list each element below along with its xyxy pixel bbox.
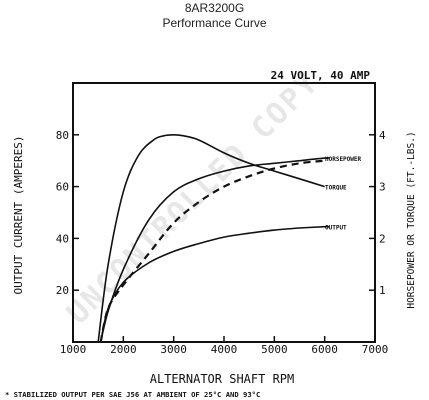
watermark: UNCONTROLLED COPY [60, 65, 326, 331]
y-axis-label-left: OUTPUT CURRENT (AMPERES) [12, 136, 25, 295]
y-tick-label-right: 3 [379, 181, 386, 194]
y-tick-label-left: 80 [56, 129, 69, 142]
footnote: * STABILIZED OUTPUT PER SAE J56 AT AMBIE… [5, 390, 260, 399]
watermark-text: UNCONTROLLED COPY [60, 65, 326, 331]
y-tick-label-right: 1 [379, 284, 386, 297]
y-tick-label-right: 2 [379, 232, 386, 245]
x-tick-label: 2000 [110, 343, 137, 356]
rating-label: 24 VOLT, 40 AMP [271, 69, 371, 82]
series-line [99, 159, 325, 343]
x-axis-label: ALTERNATOR SHAFT RPM [150, 372, 295, 386]
x-tick-label: 7000 [362, 343, 389, 356]
series-label: HORSEPOWER [325, 156, 362, 163]
y-tick-label-left: 20 [56, 284, 69, 297]
y-tick-label-left: 40 [56, 232, 69, 245]
x-tick-label: 6000 [311, 343, 338, 356]
x-tick-label: 4000 [211, 343, 238, 356]
series-label: TORQUE [325, 185, 347, 192]
x-tick-label: 5000 [261, 343, 288, 356]
series-label: OUTPUT [325, 225, 347, 232]
x-tick-label: 1000 [60, 343, 87, 356]
x-tick-label: 3000 [160, 343, 187, 356]
series-line [99, 225, 330, 343]
series-line [99, 157, 330, 343]
y-axis-label-right: HORSEPOWER OR TORQUE (FT.-LBS.) [406, 131, 417, 308]
y-tick-label-right: 4 [379, 129, 386, 142]
y-tick-label-left: 60 [56, 181, 69, 194]
chart-title: 8AR3200G [184, 1, 245, 15]
chart-subtitle: Performance Curve [162, 16, 267, 30]
